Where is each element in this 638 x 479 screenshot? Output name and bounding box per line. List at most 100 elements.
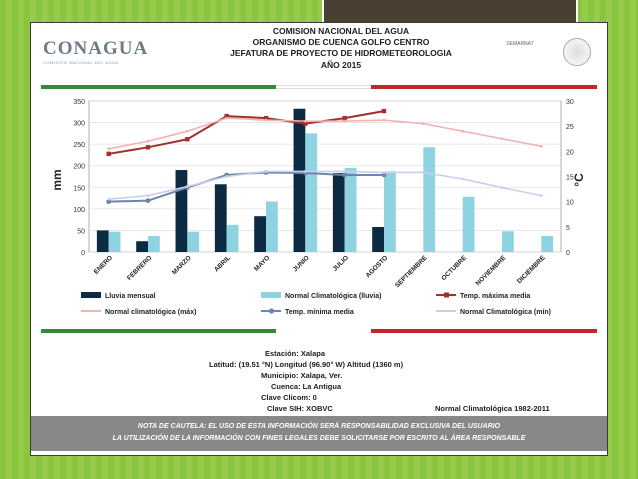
government-seal: SEMARNAT [491,37,591,71]
seal-text: SEMARNAT [506,41,534,47]
line-normal-min [108,170,542,200]
flag-line-red-top [371,85,597,89]
y2-tick-label: 5 [566,225,570,232]
station-sih: Clave SIH: XOBVC [267,404,333,413]
bar-normal-lluvia [344,167,357,252]
station-municipio: Municipio: Xalapa, Ver. [261,371,343,380]
plot-area [88,100,562,253]
legend-label: Normal Climatológica (lluvia) [285,293,381,300]
line-normal-max [108,117,542,150]
logo-subtext: COMISIÓN NACIONAL DEL AGUA [43,60,119,65]
point-normal-min [343,170,347,173]
x-tick-label: NOVIEMBRE [475,254,508,287]
bar-lluvia [332,173,345,252]
legend-label: Temp. mínima media [285,309,354,316]
report-sheet: CONAGUA COMISIÓN NACIONAL DEL AGUA COMIS… [30,22,608,456]
x-tick-label: MARZO [171,254,193,276]
y2-tick-label: 25 [566,124,574,131]
y-tick-label: 350 [73,99,85,106]
bar-normal-lluvia [541,236,554,252]
point-tmin [145,198,151,204]
point-normal-max [264,118,268,122]
station-normal-period: Normal Climatológica 1982-2011 [435,404,550,413]
point-normal-max [146,139,150,143]
point-tmax [342,115,347,121]
bar-normal-lluvia [423,147,436,252]
bar-normal-lluvia [384,171,396,252]
legend-marker [444,292,449,298]
y-tick-label: 50 [77,228,85,235]
point-normal-min [146,194,150,198]
point-normal-min [500,186,504,189]
point-tmin [106,199,112,205]
bar-lluvia [214,184,227,252]
y-axis-label: mm [50,169,64,190]
bar-lluvia [96,230,109,252]
seal-emblem-icon [563,38,591,66]
legend-marker [268,308,275,314]
point-normal-min [185,185,189,188]
header-line-3: JEFATURA DE PROYECTO DE HIDROMETEOROLOGI… [230,48,452,58]
y-tick-label: 0 [81,250,85,257]
point-normal-max [500,137,504,141]
flag-line-white-top [276,85,371,89]
point-normal-max [185,129,189,133]
bar-normal-lluvia [266,201,278,252]
x-tick-label: SEPTIEMBRE [394,254,429,289]
station-coords: Latitud: (19.51 °N) Longitud (96.90° W) … [209,360,404,369]
y-tick-label: 250 [73,142,85,149]
line-tmax [108,110,385,155]
header-line-1: COMISION NACIONAL DEL AGUA [272,26,410,36]
legend-label: Normal climatológica (máx) [105,309,196,316]
y-tick-label: 150 [73,185,85,192]
y2-tick-label: 10 [566,200,574,207]
bar-normal-lluvia [187,231,200,252]
caution-line-2: LA UTILIZACIÓN DE LA INFORMACIÓN CON FIN… [112,435,526,442]
point-normal-max [421,122,425,126]
x-tick-label: JUNIO [292,254,311,273]
slide-title-tab [322,0,578,24]
x-tick-label: FEBRERO [126,254,153,281]
y2-tick-label: 15 [566,175,574,182]
y-tick-label: 200 [73,164,85,171]
bar-normal-lluvia [148,236,160,252]
legend-label: Temp. máxima media [460,293,530,300]
point-normal-max [382,118,386,122]
header-year: AÑO 2015 [320,60,362,70]
x-tick-label: AGOSTO [365,254,390,279]
climate-chart: 0 50 100 150 200 250 300 350 0 5 10 15 20 25 30 mm °C ENE… [50,99,586,316]
flag-line-red-bottom [371,329,597,333]
x-tick-label: ENERO [93,254,114,275]
station-cuenca: Cuenca: La Antigua [271,382,342,391]
bar-lluvia [175,170,188,252]
logo-text: CONAGUA [43,38,149,59]
x-tick-label: DICIEMBRE [516,254,547,285]
station-clicom: Clave Clicom: 0 [261,393,317,402]
bar-lluvia [293,108,306,252]
point-normal-min [539,194,543,198]
bar-normal-lluvia [108,231,121,252]
legend-label: Lluvia mensual [105,293,156,300]
bar-normal-lluvia [226,224,239,252]
point-normal-min [225,175,229,178]
bar-lluvia [136,241,148,252]
y2-tick-label: 20 [566,149,574,156]
y2-axis-label: °C [572,173,586,187]
point-normal-min [303,170,307,173]
point-tmax [106,151,111,157]
point-tmax [145,145,151,150]
legend-swatch [81,292,101,298]
point-normal-max [225,116,229,120]
point-normal-min [107,197,111,201]
y-tick-label: 100 [73,207,85,214]
y2-tick-label: 0 [566,250,570,257]
point-tmax [303,121,308,126]
bar-normal-lluvia [502,231,514,252]
bar-normal-lluvia [462,196,475,252]
point-normal-min [264,170,268,173]
x-tick-label: OCTUBRE [440,254,468,282]
point-normal-max [343,119,347,123]
station-name: Estación: Xalapa [265,349,326,358]
point-normal-min [382,171,386,174]
bar-normal-lluvia [305,133,318,252]
